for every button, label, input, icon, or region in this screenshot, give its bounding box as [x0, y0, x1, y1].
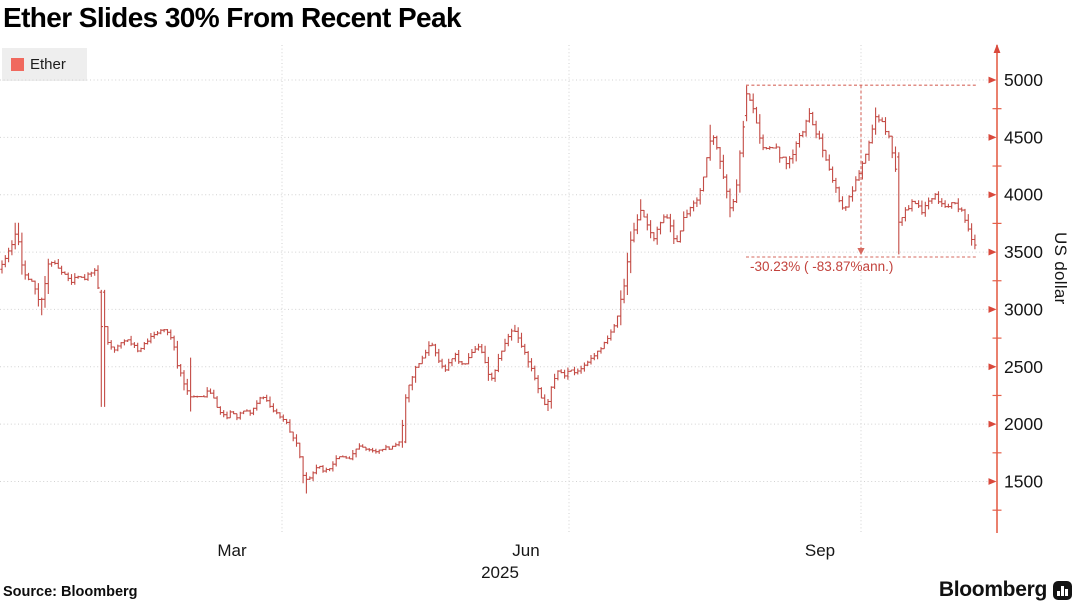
- ohlc-bars: [0, 85, 977, 494]
- annotation-lines: [746, 84, 978, 258]
- y-tick-label: 3500: [1004, 242, 1043, 262]
- x-tick-label: Mar: [217, 541, 247, 560]
- y-axis: [988, 44, 1002, 533]
- y-tick-label: 3000: [1004, 299, 1043, 319]
- y-tick-label: 2000: [1004, 414, 1043, 434]
- source-credit: Source: Bloomberg: [3, 584, 138, 600]
- legend-label: Ether: [30, 56, 66, 73]
- legend: Ether: [2, 48, 87, 81]
- y-tick-label: 4000: [1004, 185, 1043, 205]
- page-title: Ether Slides 30% From Recent Peak: [3, 2, 462, 33]
- y-tick-label: 5000: [1004, 70, 1043, 90]
- legend-swatch-icon: [11, 58, 24, 71]
- x-tick-label: Sep: [805, 541, 835, 560]
- y-axis-unit-label: US dollar: [1051, 232, 1070, 305]
- x-tick-label: Jun: [512, 541, 539, 560]
- bloomberg-bars-icon: [1053, 580, 1072, 600]
- bloomberg-brand: Bloomberg: [939, 578, 1072, 602]
- gridlines: [0, 45, 990, 533]
- y-tick-label: 2500: [1004, 357, 1043, 377]
- y-tick-label: 1500: [1004, 472, 1043, 492]
- axis-labels: 5000 4500 4000 3500 3000 2500 2000 1500 Mar Jun Se…: [217, 70, 1043, 582]
- x-axis-year-label: 2025: [481, 563, 519, 582]
- bloomberg-wordmark: Bloomberg: [938, 578, 1047, 601]
- drawdown-annotation-label: -30.23% ( -83.87%ann.): [750, 259, 893, 274]
- y-tick-label: 4500: [1004, 127, 1043, 147]
